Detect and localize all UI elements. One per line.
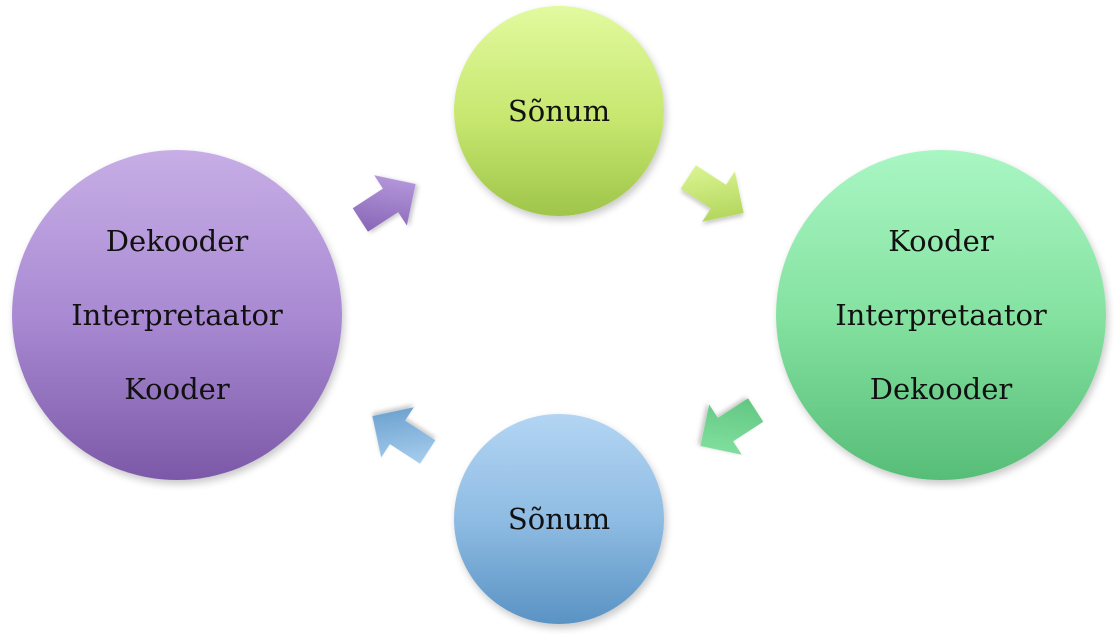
node-right-line-3: Dekooder bbox=[869, 372, 1013, 406]
node-left-line-2: Interpretaator bbox=[71, 298, 283, 332]
node-left-line-3: Kooder bbox=[124, 372, 230, 406]
node-dekooder-interpretaator-kooder: Dekooder Interpretaator Kooder bbox=[12, 150, 342, 480]
node-sonum-bottom: Sõnum bbox=[454, 414, 664, 624]
arrow-right-to-bottom bbox=[700, 398, 764, 455]
arrow-bottom-to-left bbox=[372, 407, 436, 464]
node-top-label: Sõnum bbox=[507, 94, 611, 128]
node-kooder-interpretaator-dekooder: Kooder Interpretaator Dekooder bbox=[776, 150, 1106, 480]
arrow-top-to-right bbox=[680, 165, 744, 222]
node-bottom-label: Sõnum bbox=[507, 502, 611, 536]
node-left-line-1: Dekooder bbox=[105, 224, 249, 258]
arrow-left-to-top bbox=[352, 175, 416, 232]
node-sonum-top: Sõnum bbox=[454, 6, 664, 216]
node-right-line-2: Interpretaator bbox=[835, 298, 1047, 332]
node-right-line-1: Kooder bbox=[888, 224, 994, 258]
